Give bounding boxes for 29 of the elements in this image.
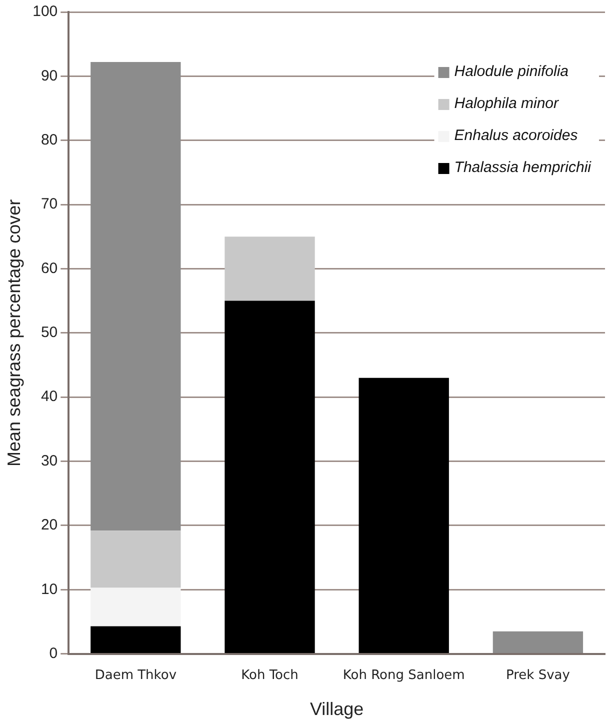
y-tick-label: 60	[40, 260, 58, 277]
x-tick-label: Koh Rong Sanloem	[342, 668, 465, 683]
x-tick-label: Prek Svay	[506, 668, 570, 683]
y-tick-label: 10	[40, 580, 58, 598]
y-tick-label: 80	[40, 132, 58, 148]
y-tick-label: 50	[40, 324, 58, 342]
legend-label: Halophila minor	[454, 95, 560, 112]
bar	[224, 236, 315, 301]
x-tick-label: Koh Toch	[241, 668, 298, 683]
legend-label: Thalassia hemprichii	[454, 159, 592, 176]
y-tick-label: 30	[40, 452, 58, 470]
y-tick-label: 100	[32, 3, 58, 20]
bar	[90, 626, 181, 654]
bar	[224, 300, 315, 654]
bar	[90, 62, 181, 531]
legend-label: Halodule pinifolia	[454, 63, 569, 80]
legend-label: Enhalus acoroides	[454, 127, 578, 144]
y-tick-label: 40	[40, 388, 58, 406]
x-tick-label: Daem Thkov	[94, 668, 177, 683]
x-axis-title: Village	[310, 699, 364, 720]
y-tick-label: 20	[40, 516, 58, 534]
y-tick-label: 70	[40, 196, 58, 213]
bar	[358, 378, 449, 654]
y-tick-label: 0	[49, 644, 58, 662]
y-tick-label: 90	[40, 67, 58, 84]
bar	[90, 530, 181, 588]
bar	[90, 588, 181, 626]
bar	[492, 631, 584, 654]
y-axis-title: Mean seagrass percentage cover	[4, 199, 24, 466]
